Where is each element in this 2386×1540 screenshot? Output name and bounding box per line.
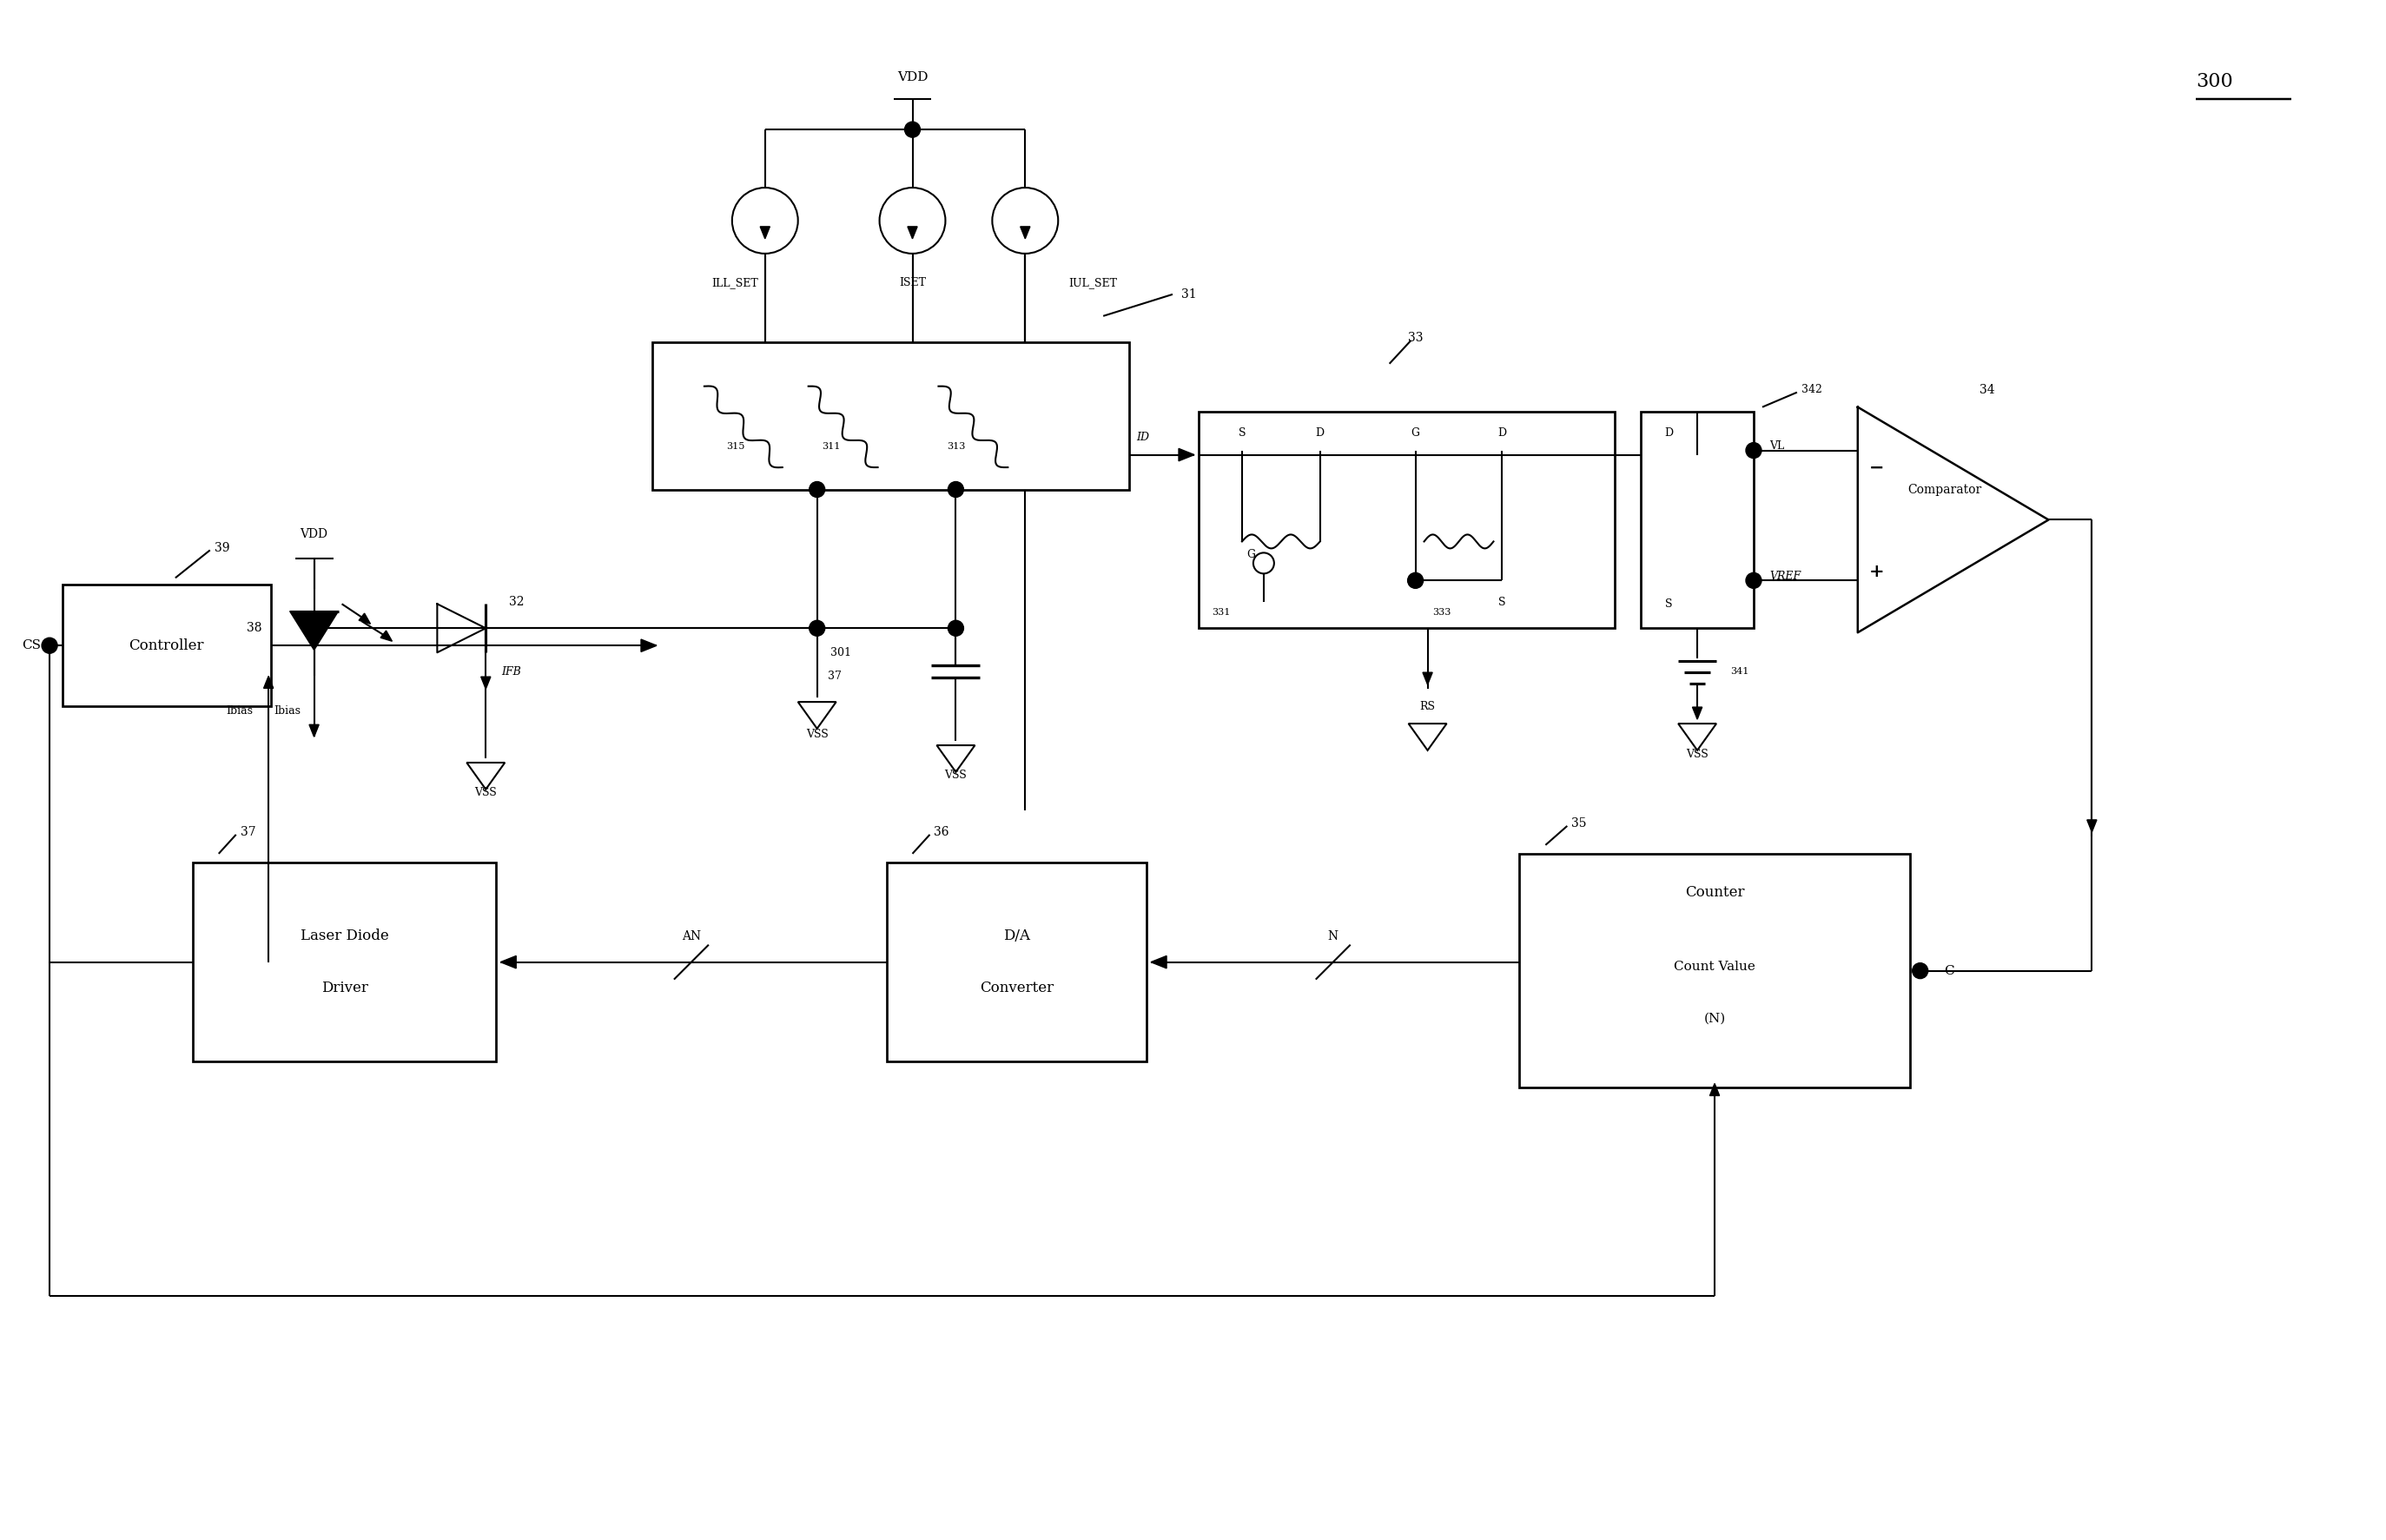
Text: 36: 36 (935, 825, 950, 838)
Text: S: S (1238, 428, 1245, 439)
Polygon shape (907, 226, 916, 239)
Polygon shape (289, 611, 339, 650)
Text: IFB: IFB (501, 665, 520, 678)
Text: D: D (1315, 428, 1324, 439)
Text: Laser Diode: Laser Diode (301, 929, 389, 944)
Circle shape (1253, 553, 1274, 573)
Text: D/A: D/A (1002, 929, 1031, 944)
Text: CS: CS (21, 639, 41, 651)
Text: 341: 341 (1730, 667, 1749, 676)
Text: 33: 33 (1408, 331, 1422, 343)
Polygon shape (1150, 956, 1167, 969)
Polygon shape (1021, 226, 1031, 239)
Bar (193, 862, 496, 1061)
Text: 37: 37 (241, 825, 255, 838)
Text: Ibias: Ibias (274, 705, 301, 716)
Polygon shape (1179, 448, 1195, 460)
Polygon shape (1692, 707, 1701, 719)
Text: 39: 39 (215, 542, 229, 554)
Text: Ibias: Ibias (227, 705, 253, 716)
Text: 300: 300 (2195, 72, 2233, 91)
Text: D: D (1498, 428, 1506, 439)
Circle shape (993, 188, 1057, 254)
Circle shape (947, 482, 964, 497)
Text: ISET: ISET (900, 277, 926, 288)
Text: Converter: Converter (981, 981, 1055, 995)
Circle shape (1747, 442, 1761, 459)
Polygon shape (761, 226, 771, 239)
Text: VDD: VDD (897, 71, 928, 83)
Polygon shape (501, 956, 515, 969)
Text: Comparator: Comparator (1906, 484, 1980, 496)
Circle shape (947, 621, 964, 636)
Circle shape (1747, 573, 1761, 588)
Text: VSS: VSS (1687, 748, 1708, 759)
Text: 333: 333 (1432, 608, 1451, 618)
Text: 37: 37 (828, 670, 842, 682)
Text: VSS: VSS (475, 787, 496, 799)
Circle shape (1408, 573, 1422, 588)
Text: ILL_SET: ILL_SET (711, 277, 759, 288)
Bar (888, 862, 1148, 1061)
Polygon shape (379, 631, 391, 641)
Circle shape (43, 638, 57, 653)
Circle shape (904, 122, 921, 137)
Polygon shape (2088, 819, 2097, 832)
Text: VL: VL (1770, 440, 1785, 451)
Text: Count Value: Count Value (1675, 961, 1756, 972)
Circle shape (733, 188, 797, 254)
Text: N: N (1327, 930, 1339, 942)
Text: Driver: Driver (322, 981, 367, 995)
Bar (62, 585, 270, 707)
Text: 38: 38 (246, 622, 262, 634)
Bar (1520, 853, 1909, 1087)
Polygon shape (265, 676, 274, 688)
Text: Counter: Counter (1685, 885, 1744, 899)
Circle shape (809, 621, 826, 636)
Text: RS: RS (1420, 701, 1436, 711)
Polygon shape (1422, 673, 1432, 685)
Text: 35: 35 (1572, 818, 1587, 830)
Polygon shape (310, 725, 320, 736)
Bar (1198, 411, 1615, 628)
Text: AN: AN (682, 930, 701, 942)
Text: C: C (1945, 964, 1954, 976)
Polygon shape (642, 639, 656, 651)
Circle shape (809, 482, 826, 497)
Text: D: D (1665, 428, 1673, 439)
Text: VDD: VDD (301, 528, 327, 541)
Text: 315: 315 (725, 442, 744, 450)
Polygon shape (482, 676, 492, 688)
Text: (N): (N) (1704, 1012, 1725, 1024)
Text: +: + (1868, 564, 1885, 581)
Text: G: G (1245, 548, 1255, 561)
Circle shape (1911, 962, 1928, 978)
Text: 34: 34 (1978, 383, 1995, 396)
Text: VREF: VREF (1770, 570, 1801, 582)
Text: 32: 32 (508, 596, 525, 608)
Text: S: S (1498, 596, 1506, 608)
Text: 311: 311 (821, 442, 840, 450)
Text: 313: 313 (947, 442, 966, 450)
Text: 31: 31 (1181, 288, 1198, 300)
Text: 342: 342 (1801, 383, 1823, 396)
Text: 301: 301 (830, 647, 852, 658)
Text: G: G (1410, 428, 1420, 439)
Text: IUL_SET: IUL_SET (1069, 277, 1117, 288)
Text: Controller: Controller (129, 638, 205, 653)
Text: VSS: VSS (945, 770, 966, 781)
Polygon shape (1711, 1084, 1720, 1095)
Bar (651, 342, 1129, 490)
Text: S: S (1665, 598, 1673, 610)
Text: −: − (1868, 459, 1885, 477)
Text: 331: 331 (1212, 608, 1231, 618)
Polygon shape (358, 613, 370, 624)
Text: VSS: VSS (806, 728, 828, 739)
Bar (1642, 411, 1754, 628)
Text: ID: ID (1136, 431, 1150, 444)
Circle shape (880, 188, 945, 254)
